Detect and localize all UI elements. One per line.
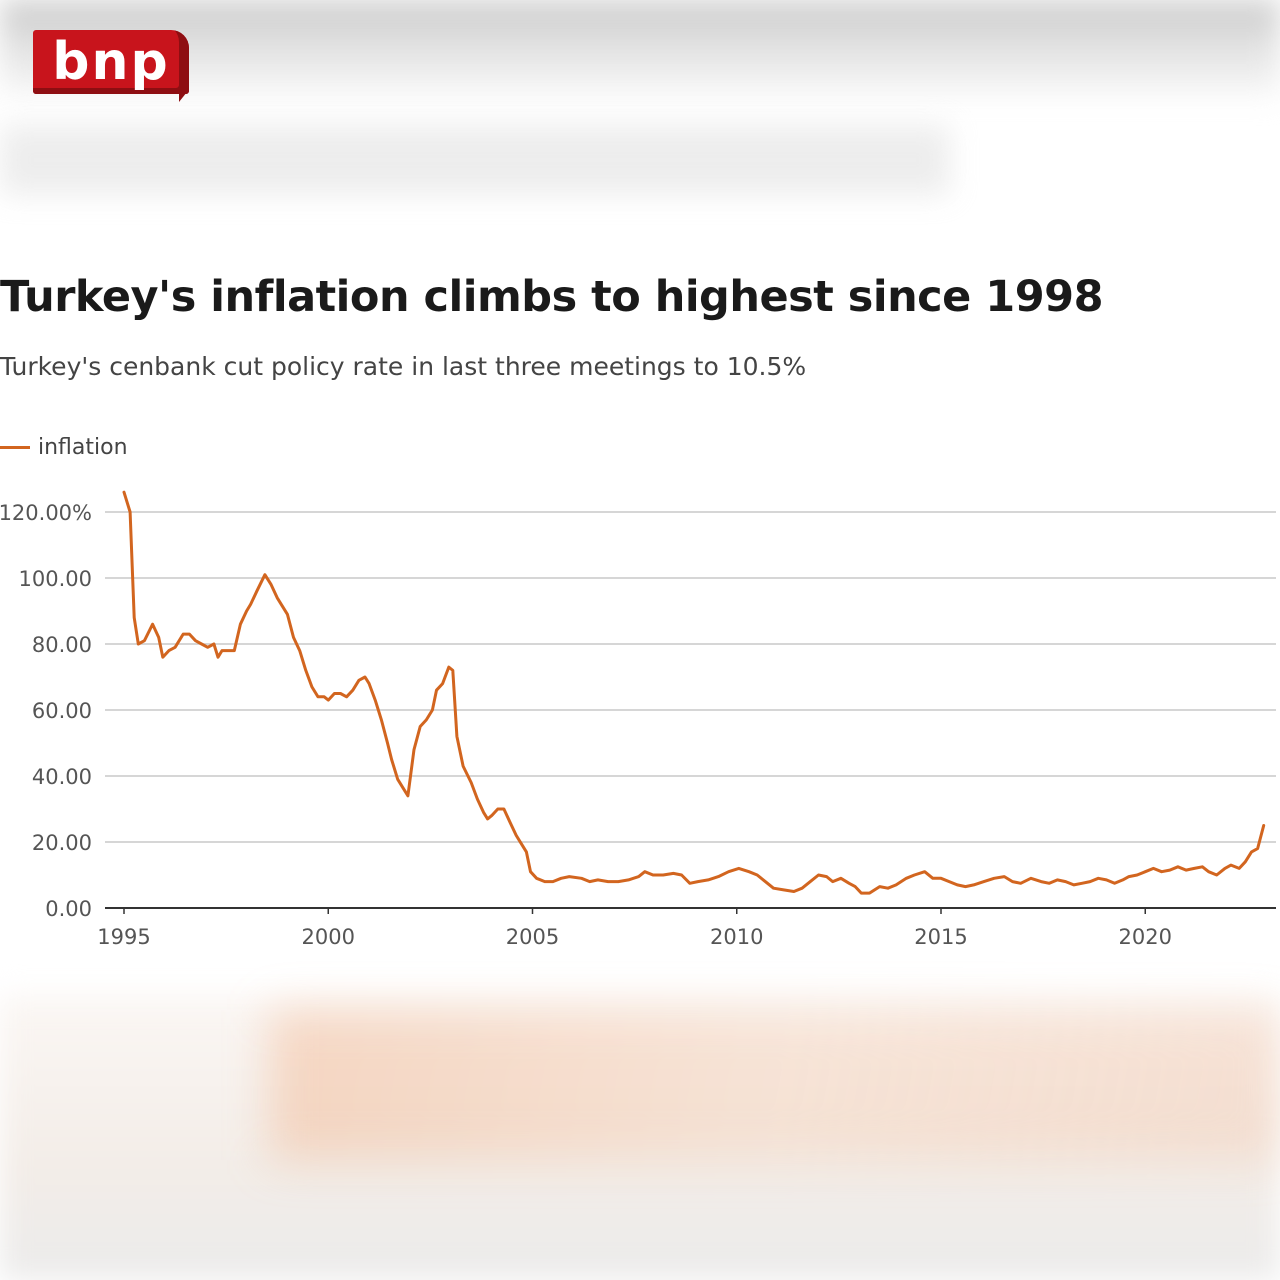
y-axis-ticks: 0.00 20.00 40.00 60.00 80.00 100.00 120.00% [0, 501, 92, 921]
y-tick-label: 120.00% [0, 501, 92, 525]
chart-title: Turkey's inflation climbs to highest sin… [0, 272, 1103, 322]
x-tick-label: 2020 [1119, 925, 1172, 949]
logo-text: bnp [52, 32, 170, 92]
series-line-inflation [122, 490, 1266, 895]
blurred-header-backdrop [0, 0, 1280, 95]
blurred-footer-backdrop [0, 995, 1280, 1280]
y-tick-label: 40.00 [32, 765, 92, 789]
y-tick-label: 60.00 [32, 699, 92, 723]
chart-legend: inflation [0, 432, 128, 462]
brand-logo[interactable]: bnp [33, 30, 189, 102]
grid-lines [105, 511, 1276, 843]
legend-swatch-inflation [0, 445, 30, 449]
x-tick-label: 2005 [506, 925, 559, 949]
x-tick-label: 1995 [97, 925, 150, 949]
y-tick-label: 0.00 [45, 897, 92, 921]
y-tick-label: 100.00 [19, 567, 92, 591]
blurred-subheader-backdrop [0, 125, 950, 195]
x-tick-label: 2000 [302, 925, 355, 949]
x-tick-label: 2010 [710, 925, 763, 949]
y-tick-label: 80.00 [32, 633, 92, 657]
inflation-line-chart: 0.00 20.00 40.00 60.00 80.00 100.00 120.00% 19… [0, 490, 1276, 949]
logo-speech-tail [179, 92, 187, 102]
x-tick-label: 2015 [914, 925, 967, 949]
chart-subtitle: Turkey's cenbank cut policy rate in last… [0, 352, 807, 381]
y-tick-label: 20.00 [32, 831, 92, 855]
blurred-chart-reflection [270, 1010, 1280, 1160]
legend-label-inflation: inflation [38, 434, 128, 460]
x-axis-ticks: 1995 2000 2005 2010 2015 2020 [97, 908, 1172, 949]
